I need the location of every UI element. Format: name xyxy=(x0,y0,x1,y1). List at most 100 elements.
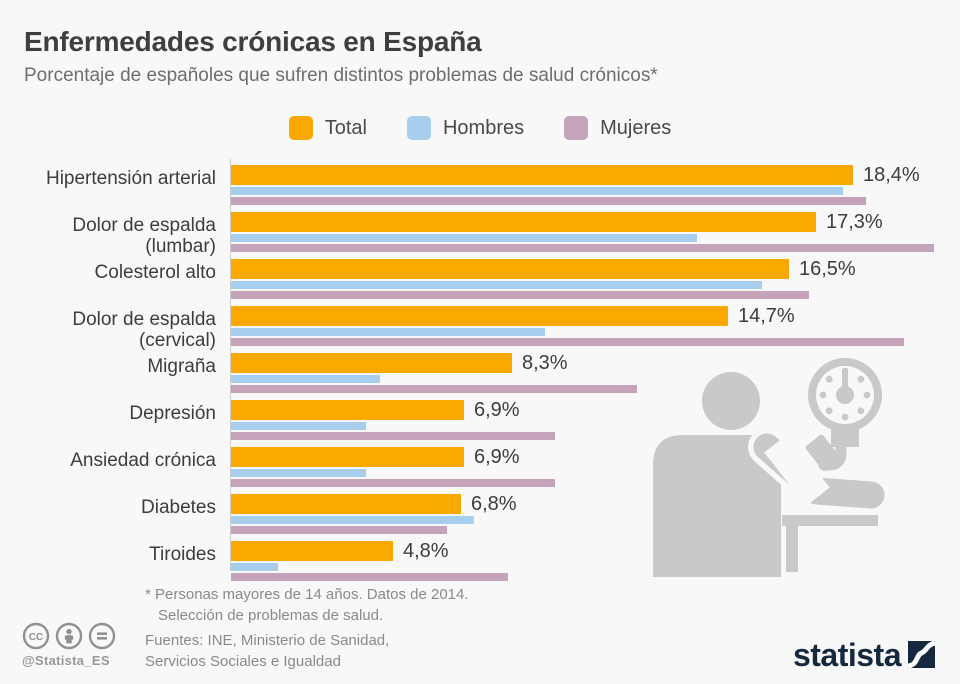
statista-logo-mark-icon xyxy=(908,641,935,668)
bar-mujeres-6 xyxy=(231,479,555,487)
bar-track xyxy=(231,573,960,581)
cc-license-block: CC @Statista_ES xyxy=(22,622,116,668)
bar-hombres-5 xyxy=(231,422,366,430)
value-label: 18,4% xyxy=(863,163,920,186)
bar-total-1 xyxy=(231,212,816,232)
cc-badge-icon[interactable]: CC xyxy=(22,622,50,650)
bar-track: 18,4% xyxy=(231,163,960,186)
category-label: Hipertensión arterial xyxy=(45,168,216,189)
chart-row-7: Diabetes 6,8% xyxy=(0,492,960,539)
statista-handle[interactable]: @Statista_ES xyxy=(22,653,110,668)
chart-row-1: Dolor de espalda (lumbar) 17,3% xyxy=(0,210,960,257)
legend-item-mujeres: Mujeres xyxy=(564,116,671,140)
bar-mujeres-2 xyxy=(231,291,809,299)
value-label: 14,7% xyxy=(738,304,795,327)
page-title: Enfermedades crónicas en España xyxy=(24,26,482,57)
sources: Fuentes: INE, Ministerio de Sanidad, Ser… xyxy=(145,630,389,672)
bar-track xyxy=(231,469,960,477)
bar-track xyxy=(231,375,960,383)
cc-attribution-icon[interactable] xyxy=(55,622,83,650)
value-label: 6,8% xyxy=(471,492,517,515)
bar-track xyxy=(231,526,960,534)
bar-track: 6,8% xyxy=(231,492,960,515)
bar-track xyxy=(231,281,960,289)
chart-row-4: Migraña 8,3% xyxy=(0,351,960,398)
footnote: * Personas mayores de 14 años. Datos de … xyxy=(145,584,469,626)
bar-mujeres-5 xyxy=(231,432,555,440)
legend-swatch-hombres xyxy=(406,116,431,140)
bar-track xyxy=(231,479,960,487)
legend-label: Mujeres xyxy=(600,116,672,139)
table-icon xyxy=(782,515,878,526)
cuff-band-icon xyxy=(764,433,830,507)
person-head-icon xyxy=(702,372,760,430)
legend-label: Hombres xyxy=(442,116,525,139)
bar-track xyxy=(231,328,960,336)
bar-mujeres-8 xyxy=(231,573,508,581)
category-label: Tiroides xyxy=(149,544,216,565)
bar-mujeres-3 xyxy=(231,338,904,346)
legend-label: Total xyxy=(324,116,367,139)
value-label: 6,9% xyxy=(474,445,520,468)
page-subtitle: Porcentaje de españoles que sufren disti… xyxy=(24,65,658,86)
bar-track: 17,3% xyxy=(231,210,960,233)
bar-track xyxy=(231,516,960,524)
bar-hombres-0 xyxy=(231,187,843,195)
bar-total-0 xyxy=(231,165,853,185)
bar-mujeres-7 xyxy=(231,526,447,534)
cc-equal-icon[interactable] xyxy=(88,622,116,650)
chart-row-5: Depresión 6,9% xyxy=(0,398,960,445)
gauge-hub-icon xyxy=(836,386,854,404)
bar-total-8 xyxy=(231,541,393,561)
bar-track: 14,7% xyxy=(231,304,960,327)
bar-track xyxy=(231,187,960,195)
person-torso-icon xyxy=(653,435,781,577)
svg-text:CC: CC xyxy=(29,632,43,643)
bar-hombres-6 xyxy=(231,469,366,477)
bar-mujeres-1 xyxy=(231,244,934,252)
statista-logo[interactable]: statista xyxy=(792,636,935,673)
chart-axis-line xyxy=(230,159,231,571)
bar-hombres-8 xyxy=(231,563,278,571)
bar-track xyxy=(231,422,960,430)
bar-total-3 xyxy=(231,306,728,326)
statista-logo-text: statista xyxy=(792,636,902,673)
footnote-line2: Selección de problemas de salud. xyxy=(158,607,384,624)
bar-track: 16,5% xyxy=(231,258,960,280)
category-label: Diabetes xyxy=(141,497,216,518)
sources-line1: Fuentes: INE, Ministerio de Sanidad, xyxy=(145,632,390,649)
category-label: Colesterol alto xyxy=(94,262,216,283)
value-label: 17,3% xyxy=(826,210,883,233)
chart-legend: Total Hombres Mujeres xyxy=(0,116,960,140)
chart-row-3: Dolor de espalda (cervical) 14,7% xyxy=(0,304,960,351)
table-leg-icon xyxy=(786,526,798,572)
bar-track xyxy=(231,385,960,393)
bar-total-5 xyxy=(231,400,464,420)
value-label: 8,3% xyxy=(522,351,568,374)
bar-track xyxy=(231,291,960,299)
bar-track: 6,9% xyxy=(231,398,960,421)
bar-hombres-4 xyxy=(231,375,380,383)
gauge-ticks-icon xyxy=(819,375,871,421)
bar-track xyxy=(231,338,960,346)
bar-total-2 xyxy=(231,259,789,279)
sources-line2: Servicios Sociales e Igualdad xyxy=(145,653,341,670)
bar-track: 6,9% xyxy=(231,445,960,468)
chart-row-2: Colesterol alto 16,5% xyxy=(0,258,960,304)
bar-track xyxy=(231,244,960,252)
chart-row-8: Tiroides 4,8% xyxy=(0,539,960,586)
category-label: Migraña xyxy=(147,356,216,377)
bar-chart: Hipertensión arterial 18,4% Dolor de espal… xyxy=(0,163,960,586)
category-label: Ansiedad crónica xyxy=(70,450,216,471)
bar-mujeres-4 xyxy=(231,385,637,393)
bar-track xyxy=(231,563,960,571)
value-label: 4,8% xyxy=(403,539,449,562)
bar-track xyxy=(231,197,960,205)
bar-hombres-2 xyxy=(231,281,762,289)
legend-item-hombres: Hombres xyxy=(406,116,525,140)
bar-track xyxy=(231,234,960,242)
bar-total-6 xyxy=(231,447,464,467)
bar-total-7 xyxy=(231,494,461,514)
value-label: 6,9% xyxy=(474,398,520,421)
